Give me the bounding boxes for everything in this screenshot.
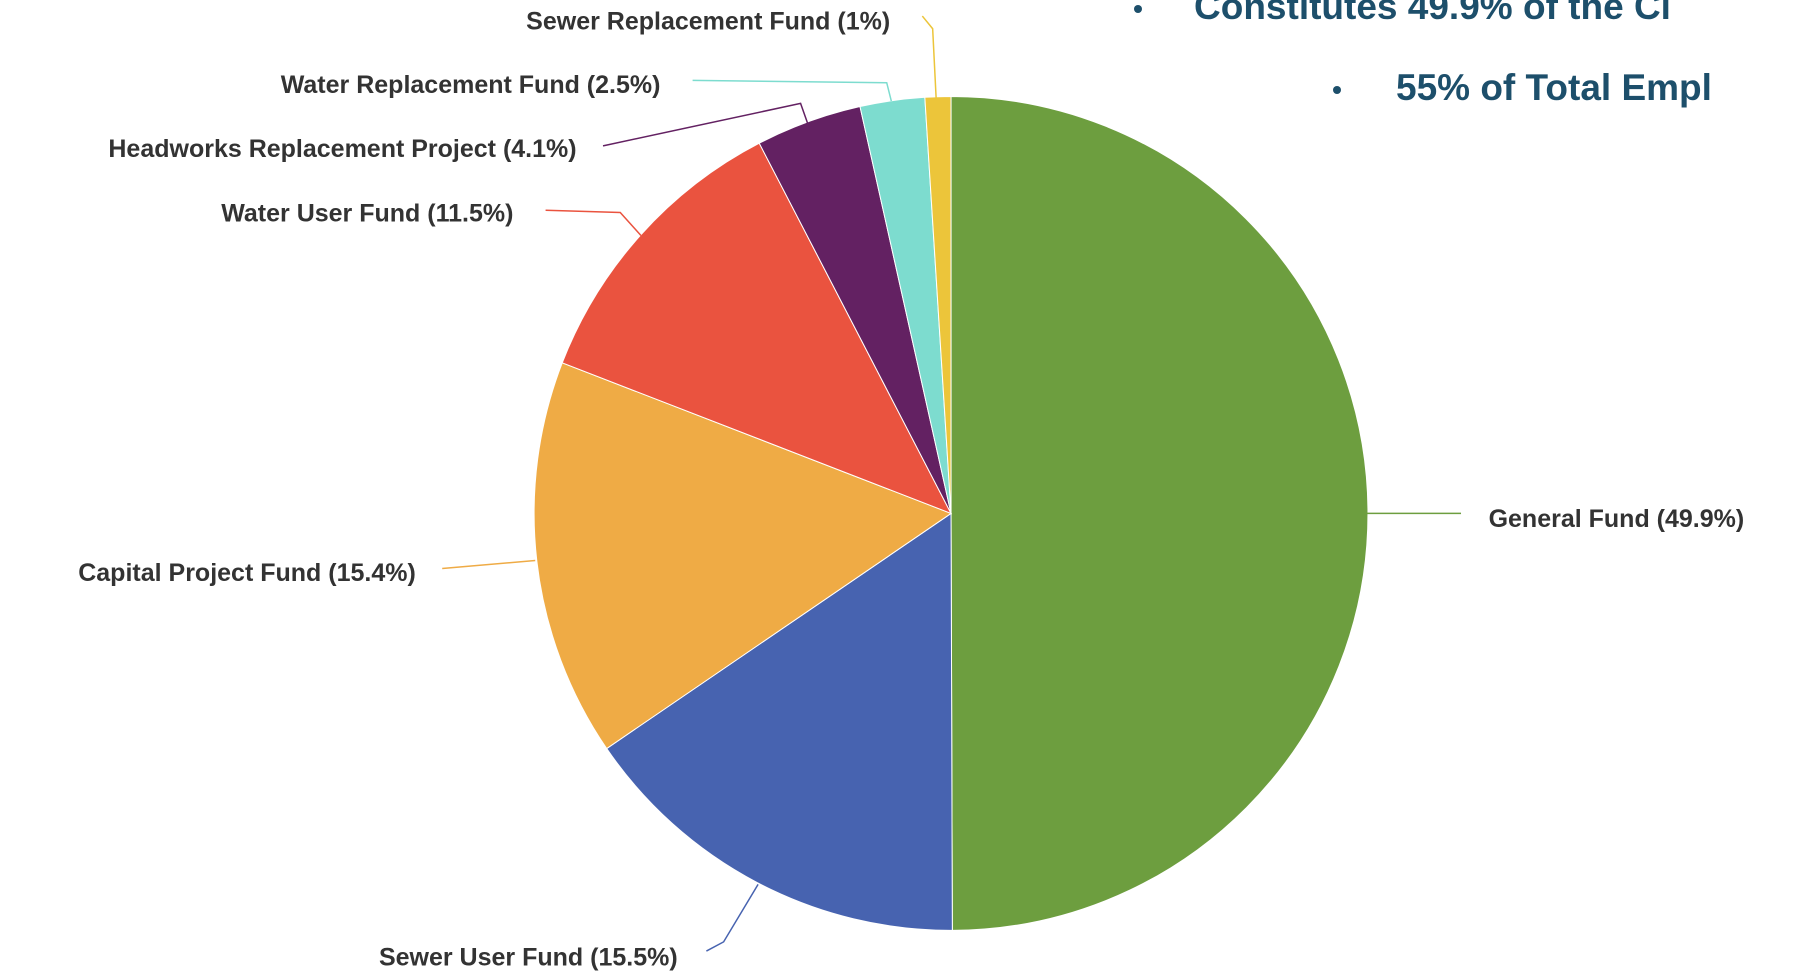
slice-label: General Fund (49.9%) (1489, 505, 1745, 533)
slice-label: Water Replacement Fund (2.5%) (281, 71, 661, 99)
leader-line (545, 209, 642, 236)
slice-label: Sewer User Fund (15.5%) (379, 944, 678, 972)
bullet-text: Constitutes 49.9% of the Ci (1194, 0, 1671, 27)
pie-slice (924, 95, 952, 514)
pie-slice (950, 95, 1369, 931)
leader-line (706, 884, 759, 952)
leader-line (602, 102, 809, 147)
pie-slice (533, 362, 953, 750)
slice-label: Headworks Replacement Project (4.1%) (108, 135, 576, 163)
bullet-text: 55% of Total Empl (1396, 67, 1712, 108)
bullet-dot (1333, 86, 1341, 94)
bullet-dot (1134, 5, 1142, 13)
slice-label: Capital Project Fund (15.4%) (78, 559, 416, 587)
slice-label: Water User Fund (11.5%) (221, 199, 513, 227)
leader-line (692, 79, 893, 102)
leader-line (442, 559, 536, 570)
leader-line (921, 15, 937, 98)
slice-label: Sewer Replacement Fund (1%) (526, 8, 890, 36)
pie-slice (606, 512, 953, 931)
